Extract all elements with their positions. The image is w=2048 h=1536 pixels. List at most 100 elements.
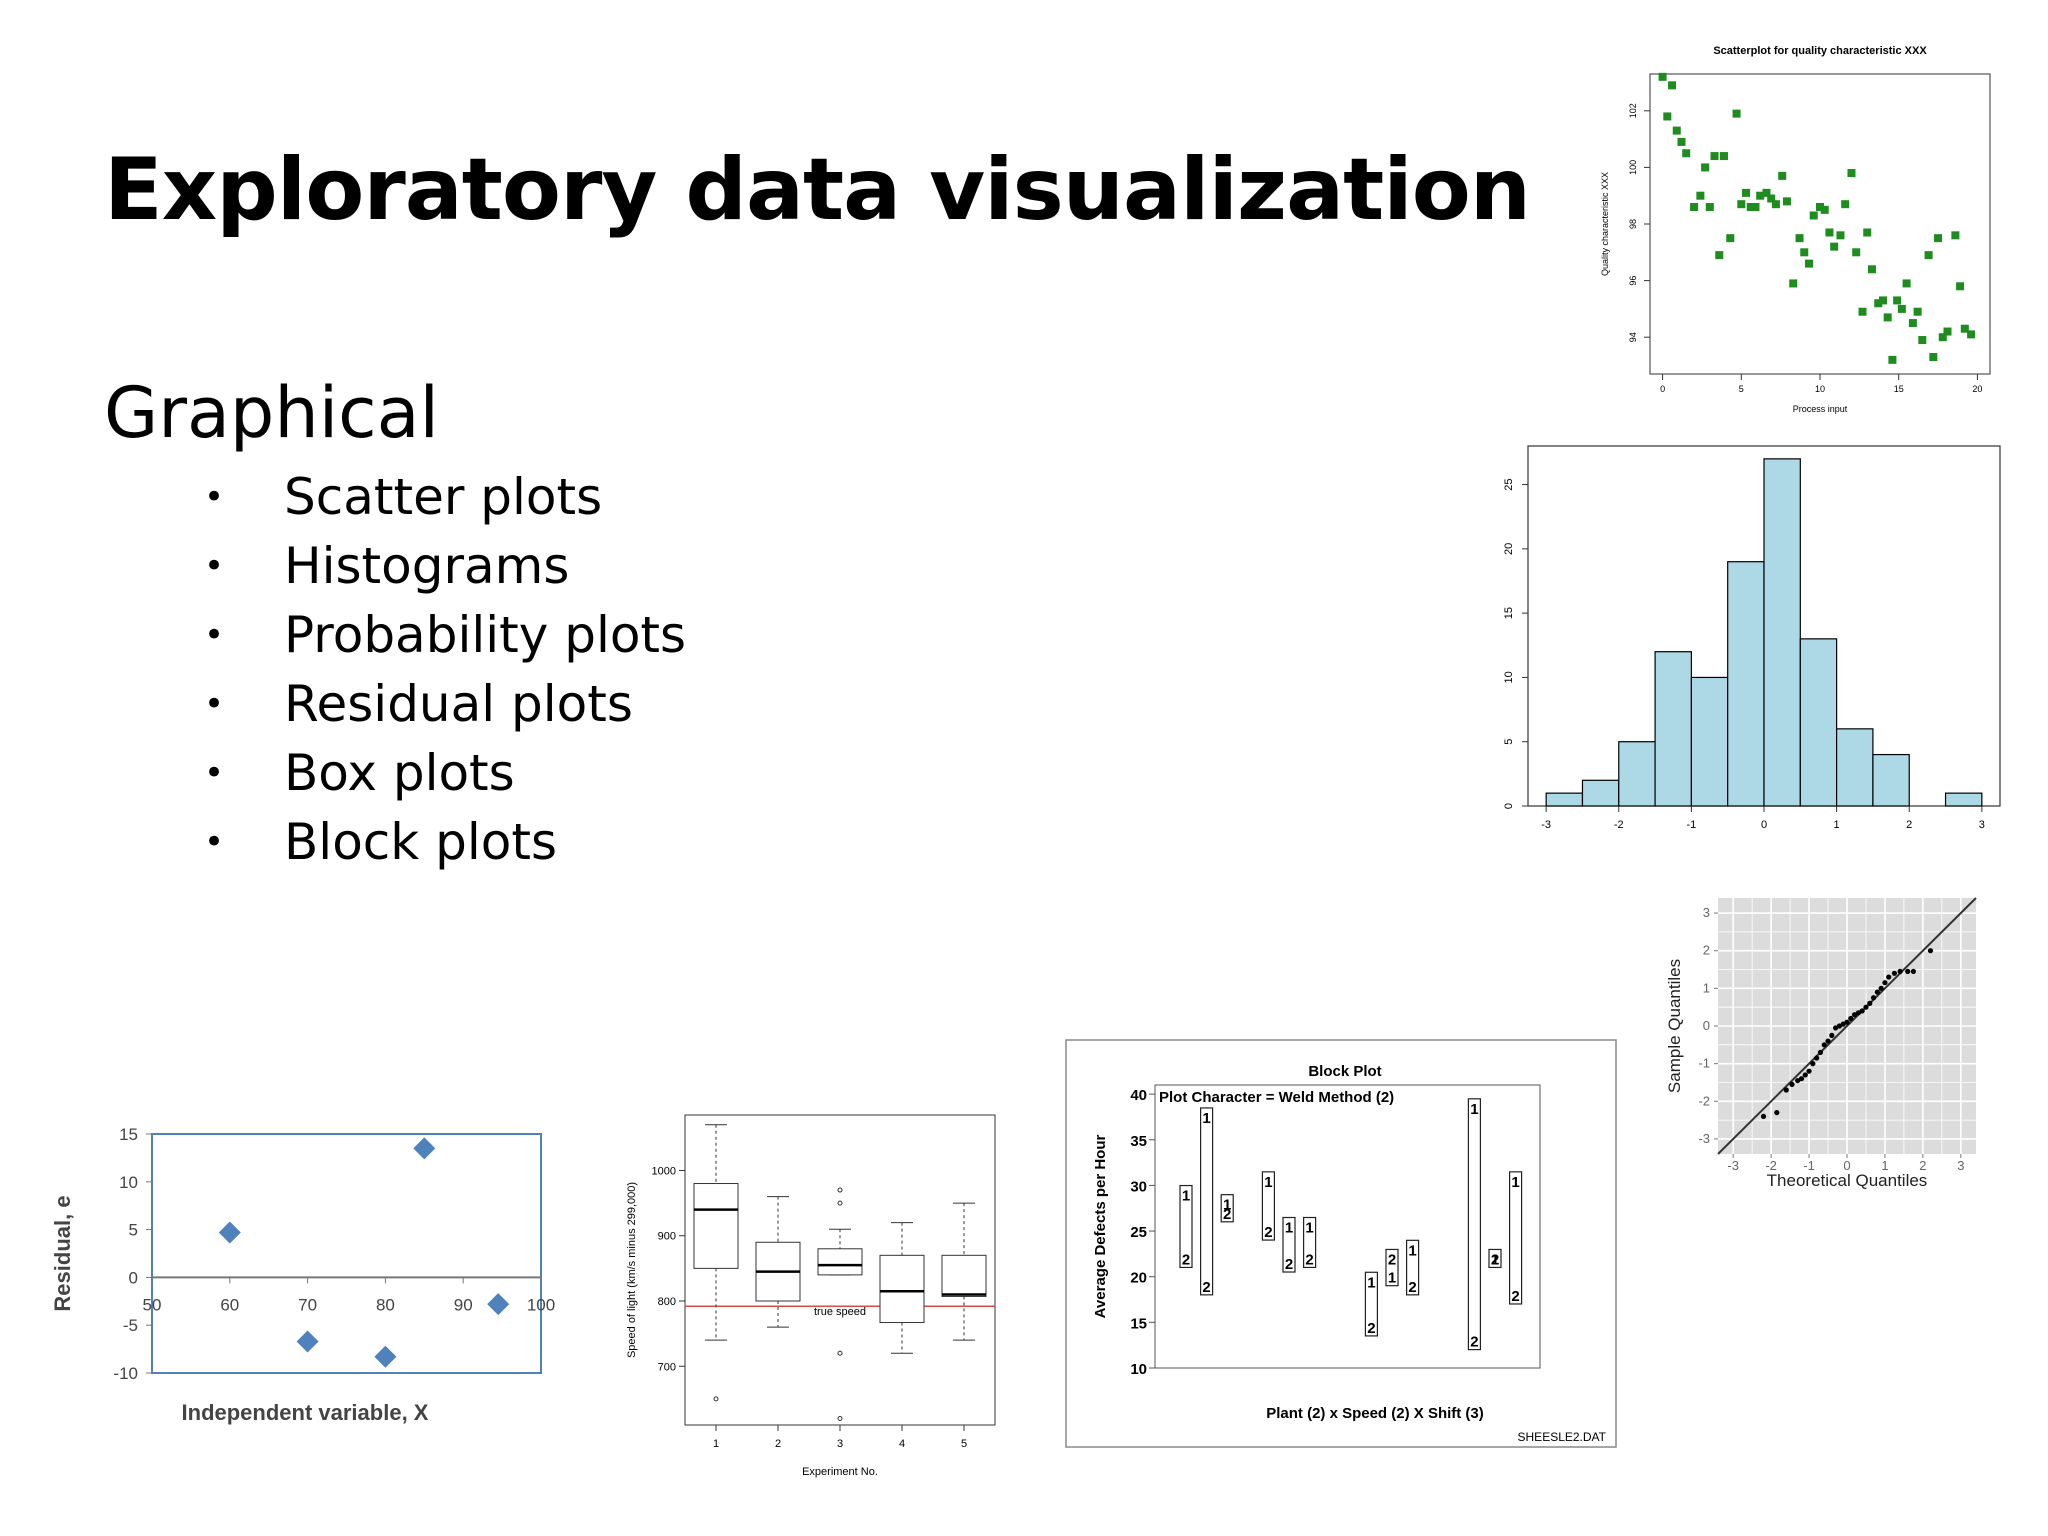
bullet-text: Box plots [284, 743, 515, 802]
data-point [1886, 974, 1892, 980]
x-axis-label: Plant (2) x Speed (2) X Shift (3) [1266, 1405, 1484, 1422]
x-tick-label: -1 [1803, 1158, 1815, 1173]
data-point [1848, 1015, 1854, 1022]
data-point [1742, 188, 1751, 197]
x-tick-label: 2 [1919, 1158, 1926, 1173]
block-rect [1509, 1171, 1523, 1305]
histogram-bar [1618, 741, 1656, 807]
qq-chart: -3 -2 -1 0 1 2 3 -3 -2 -1 0 1 2 3 Theoretical Quantile… [1665, 893, 1981, 1190]
x-tick-label: 70 [298, 1295, 317, 1314]
data-point [1806, 1068, 1812, 1074]
y-tick-label: 5 [129, 1221, 138, 1240]
y-tick-label: 800 [658, 1296, 676, 1308]
data-point [1902, 279, 1911, 288]
data-point [1859, 1008, 1865, 1014]
histogram-bar [1944, 792, 1983, 807]
block-rect [1261, 1171, 1275, 1241]
reference-line [1717, 897, 1977, 1155]
data-point [1762, 188, 1771, 197]
histogram-chart: -3 -2 -1 0 1 2 3 0 5 10 15 20 25 [1503, 445, 2001, 831]
x-tick-label: 5 [961, 1438, 967, 1450]
block-chart: Block Plot Plot Character = Weld Method (… [1065, 1039, 1617, 1448]
block-rect [1406, 1239, 1420, 1296]
method-marker: 1 [1367, 1274, 1375, 1291]
histogram-bar [1581, 779, 1620, 807]
data-point [1710, 152, 1719, 161]
method-marker: 2 [1285, 1256, 1293, 1273]
data-point [1778, 171, 1787, 180]
footer-label: SHEESLE2.DAT [1518, 1430, 1607, 1444]
plot-frame [1649, 73, 1991, 375]
slide-subtitle: Graphical [104, 372, 439, 454]
plot-frame [1154, 1084, 1541, 1369]
y-tick-label: 102 [1628, 103, 1638, 118]
scatter-chart: Scatterplot for quality characteristic X… [1600, 45, 1991, 414]
method-marker: 2 [1491, 1251, 1499, 1268]
data-point [1956, 282, 1965, 291]
data-point [1863, 228, 1872, 237]
method-marker: 1 [1408, 1242, 1416, 1259]
x-tick-label: -3 [1727, 1158, 1739, 1173]
chart-title: Scatterplot for quality characteristic X… [1713, 45, 1927, 57]
data-point [1938, 333, 1947, 342]
data-point [1719, 152, 1728, 161]
y-tick-label: -3 [1698, 1131, 1710, 1146]
method-marker: 1 [1470, 1101, 1478, 1118]
y-axis-label: Quality characteristic XXX [1600, 172, 1610, 276]
box [817, 1248, 863, 1276]
data-point [218, 1221, 241, 1244]
bullet-dot-icon: • [204, 476, 225, 517]
y-tick-label: 0 [1503, 803, 1515, 809]
method-marker: 1 [1202, 1110, 1210, 1127]
data-point [1789, 279, 1798, 288]
data-point [1663, 112, 1672, 121]
data-point [1814, 1055, 1820, 1061]
y-tick-label: 15 [1130, 1315, 1147, 1332]
data-point [1800, 248, 1809, 257]
residual-chart: 50 60 70 80 90 100 -10 -5 0 5 10 15 Independent vari… [50, 1125, 555, 1425]
data-point [1816, 203, 1824, 212]
method-marker: 2 [1202, 1279, 1210, 1296]
x-tick-label: 90 [454, 1295, 473, 1314]
x-tick-label: -1 [1686, 819, 1696, 831]
histogram-bar [1872, 753, 1910, 807]
x-tick-label: 2 [1906, 819, 1912, 831]
data-point [1783, 1087, 1789, 1093]
x-tick-label: 15 [1894, 384, 1904, 394]
x-axis-label: Experiment No. [802, 1466, 878, 1478]
y-tick-label: 15 [1503, 607, 1515, 619]
box-chart: true speed 1 2 3 4 5 700 800 900 1000 Experiment N… [626, 1114, 996, 1478]
data-point [1825, 228, 1834, 237]
data-point [1960, 324, 1969, 333]
data-point [1715, 251, 1724, 260]
data-point [1802, 1072, 1808, 1078]
method-marker: 1 [1511, 1174, 1519, 1191]
data-point [1905, 968, 1911, 975]
slide-title: Exploratory data visualization [104, 140, 1531, 240]
data-point [1830, 242, 1839, 251]
data-point [1836, 231, 1845, 240]
block-rect [1364, 1271, 1378, 1337]
data-point [1705, 203, 1714, 212]
y-tick-label: 98 [1628, 219, 1638, 229]
method-marker: 1 [1182, 1188, 1190, 1205]
x-tick-label: 4 [899, 1438, 905, 1450]
y-tick-label: 700 [658, 1361, 676, 1373]
histogram-bar [1836, 728, 1874, 807]
data-point [1852, 248, 1861, 257]
data-point [1771, 200, 1780, 209]
bullet-item: • Probability plots [204, 600, 686, 669]
block-rect [1282, 1216, 1296, 1273]
x-axis-label: Independent variable, X [182, 1400, 429, 1425]
true-speed-label: true speed [814, 1306, 866, 1318]
x-tick-label: 1 [713, 1438, 719, 1450]
data-point [1690, 203, 1699, 212]
bullet-list: • Scatter plots • Histograms • Probability … [204, 462, 686, 876]
y-tick-label: 1 [1703, 980, 1710, 995]
data-point [1867, 1000, 1873, 1007]
method-marker: 2 [1264, 1224, 1272, 1241]
x-tick-label: 3 [1979, 819, 1985, 831]
x-tick-label: 1 [1881, 1158, 1888, 1173]
method-marker: 1 [1388, 1270, 1396, 1287]
outlier-point [837, 1350, 843, 1356]
